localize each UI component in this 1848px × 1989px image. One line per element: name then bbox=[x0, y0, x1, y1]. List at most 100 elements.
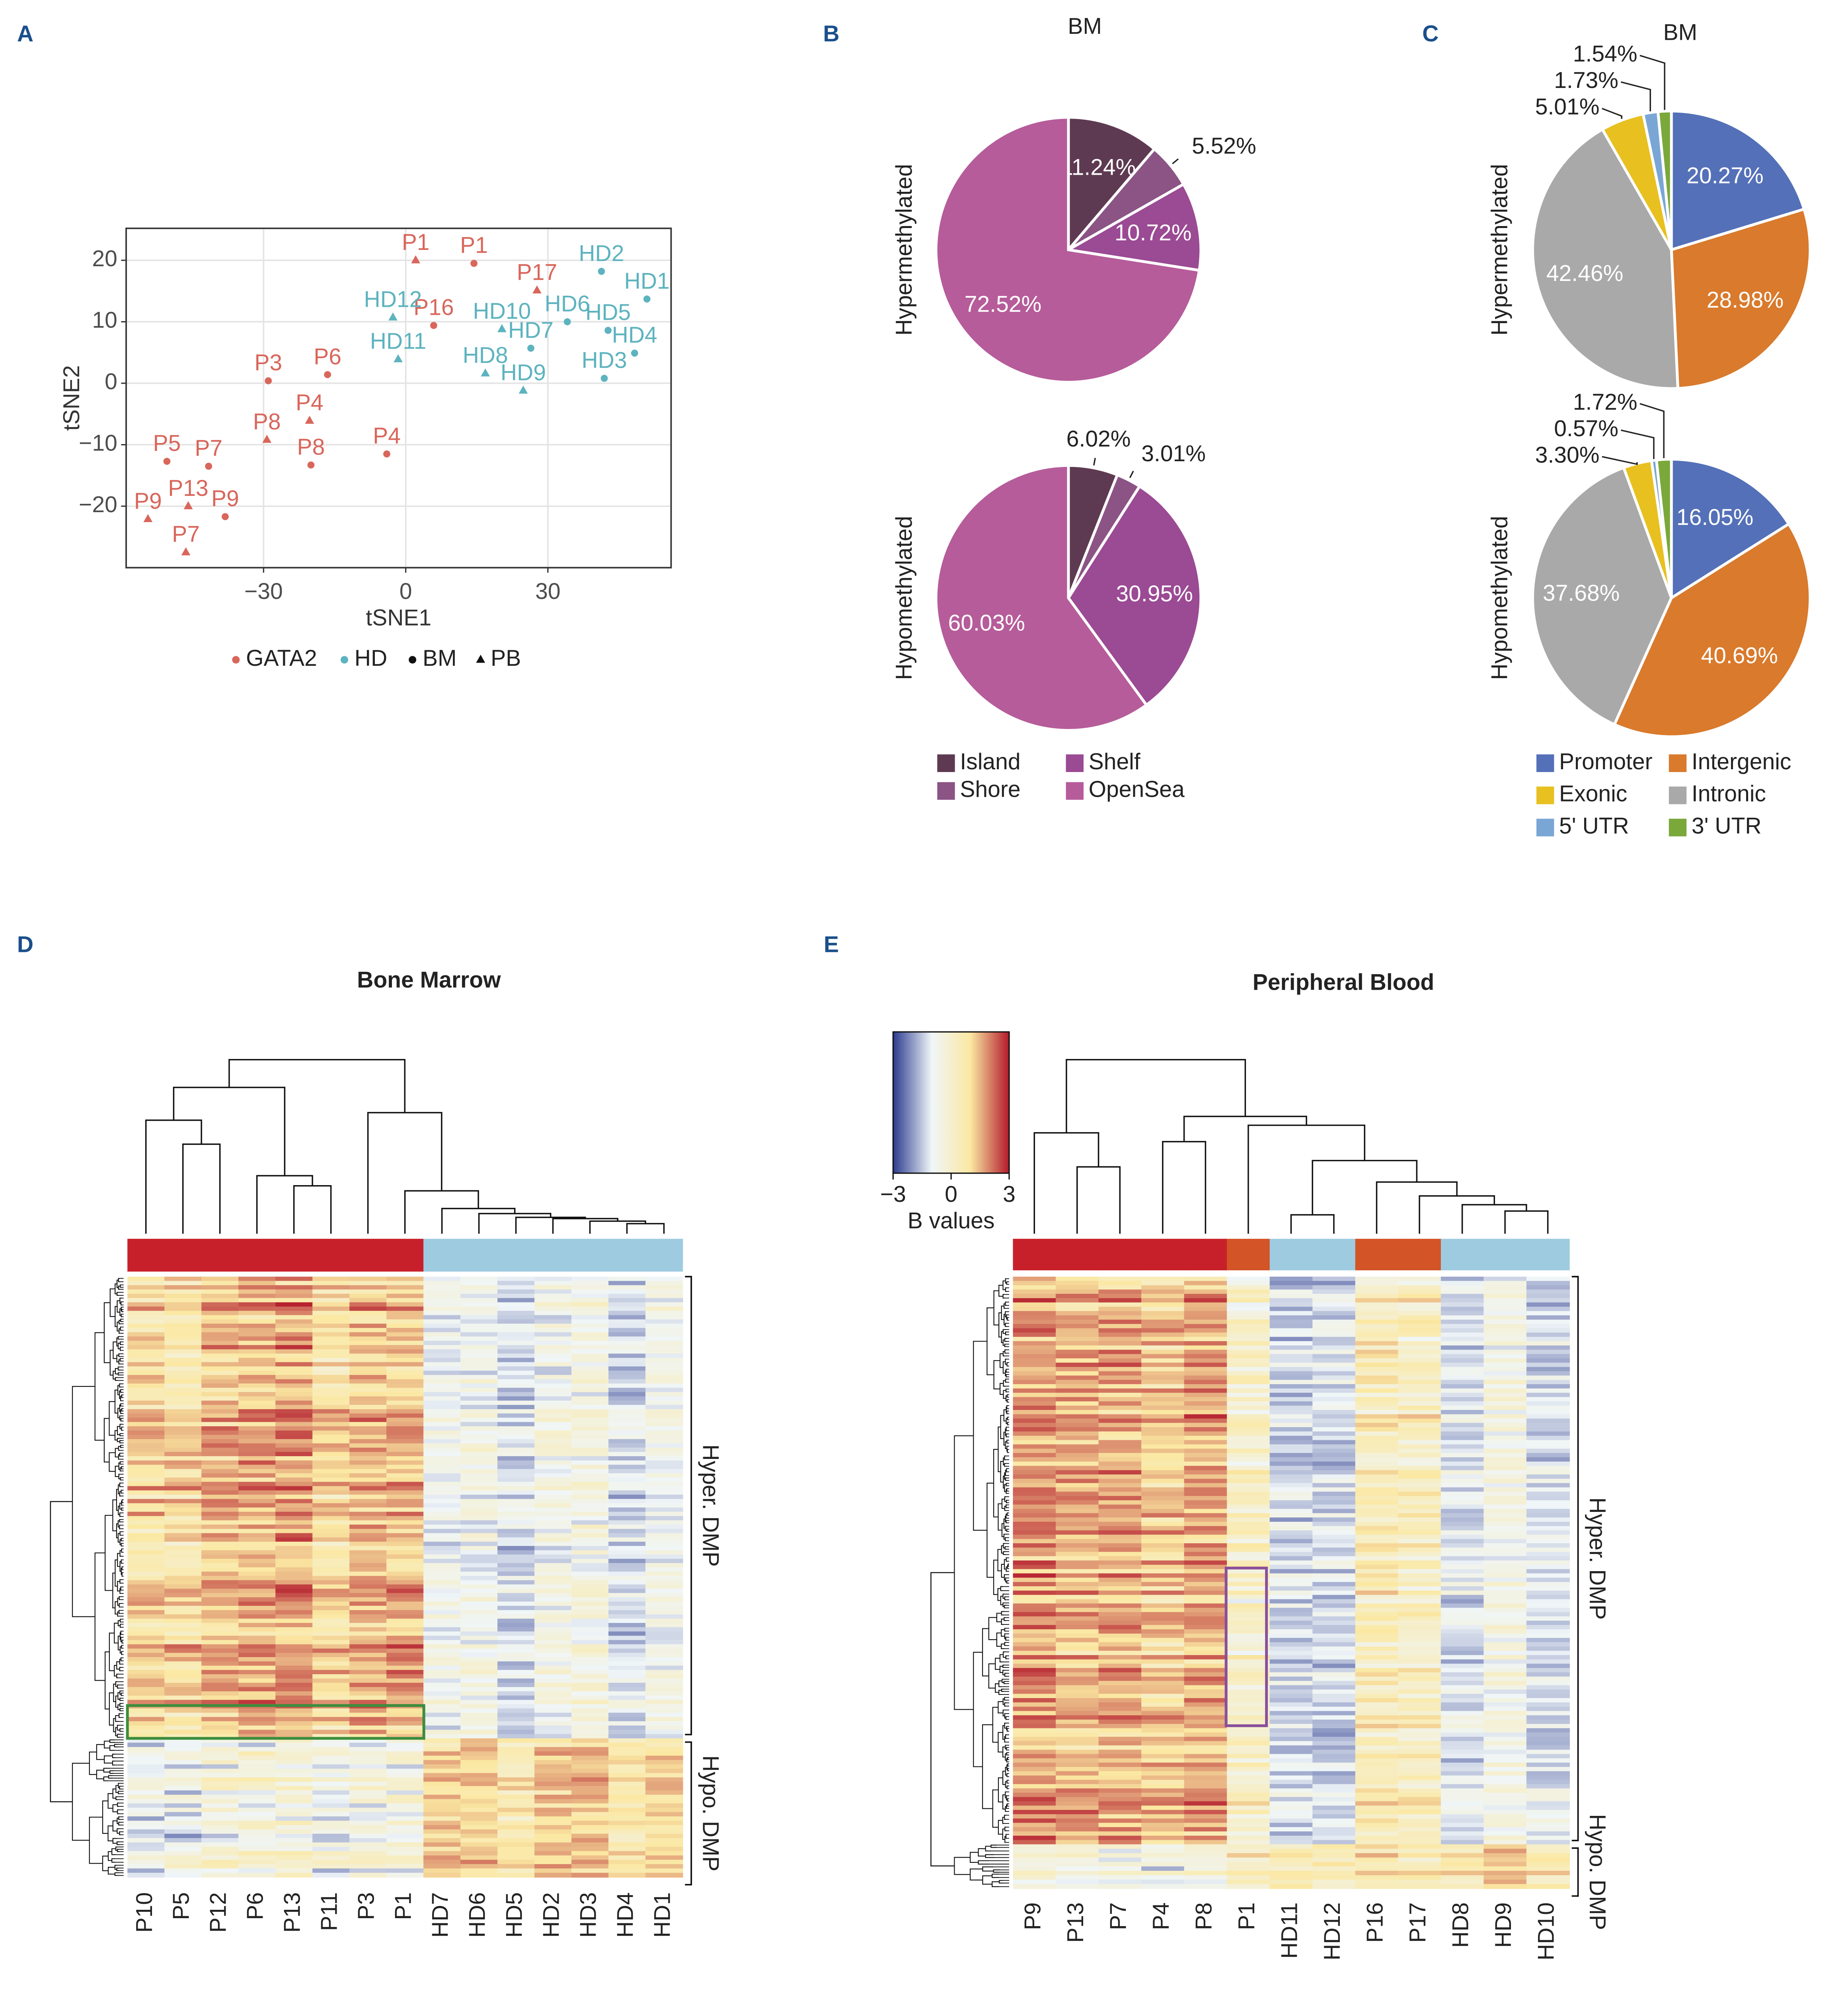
heatmap-cell bbox=[1056, 1784, 1099, 1789]
heatmap-cell bbox=[1269, 1444, 1313, 1449]
heatmap-cell bbox=[386, 1821, 424, 1826]
heatmap-cell bbox=[164, 1388, 202, 1393]
heatmap-cell bbox=[608, 1324, 646, 1329]
heatmap-cell bbox=[1013, 1620, 1057, 1626]
heatmap-cell bbox=[275, 1589, 313, 1594]
heatmap-cell bbox=[1355, 1509, 1399, 1514]
heatmap-cell bbox=[1312, 1418, 1356, 1424]
heatmap-cell bbox=[460, 1511, 498, 1517]
heatmap-cell bbox=[386, 1409, 424, 1414]
heatmap-cell bbox=[1312, 1371, 1356, 1376]
heatmap-cell bbox=[608, 1499, 646, 1504]
heatmap-cell bbox=[275, 1855, 313, 1860]
heatmap-cell bbox=[275, 1794, 313, 1800]
heatmap-cell bbox=[1355, 1332, 1399, 1338]
heatmap-cell bbox=[201, 1851, 239, 1856]
heatmap-cell bbox=[497, 1293, 535, 1299]
heatmap-cell bbox=[1184, 1689, 1228, 1695]
heatmap-cell bbox=[1526, 1444, 1570, 1449]
heatmap-cell bbox=[534, 1708, 572, 1713]
heatmap-cell bbox=[1056, 1358, 1099, 1363]
heatmap-cell bbox=[164, 1631, 202, 1636]
heatmap-cell bbox=[1227, 1388, 1271, 1393]
heatmap-cell bbox=[1141, 1578, 1185, 1583]
heatmap-cell bbox=[312, 1537, 350, 1542]
heatmap-cell bbox=[275, 1499, 313, 1504]
heatmap-cell bbox=[1269, 1530, 1313, 1535]
heatmap-cell bbox=[1269, 1470, 1313, 1475]
heatmap-cell bbox=[1441, 1780, 1484, 1785]
heatmap-cell bbox=[1269, 1496, 1313, 1501]
heatmap-cell bbox=[497, 1413, 535, 1418]
heatmap-cell bbox=[1312, 1616, 1356, 1621]
heatmap-cell bbox=[1483, 1414, 1527, 1419]
heatmap-cell bbox=[1441, 1320, 1484, 1325]
dendrogram-branch bbox=[1066, 1059, 1246, 1133]
heatmap-cell bbox=[534, 1627, 572, 1632]
heatmap-cell bbox=[1056, 1844, 1099, 1849]
heatmap-cell bbox=[127, 1379, 165, 1384]
heatmap-cell bbox=[1269, 1749, 1313, 1755]
heatmap-cell bbox=[608, 1576, 646, 1581]
heatmap-cell bbox=[534, 1473, 572, 1478]
heatmap-cell bbox=[1141, 1875, 1185, 1880]
heatmap-cell bbox=[238, 1447, 276, 1453]
heatmap-cell bbox=[1312, 1521, 1356, 1527]
heatmap-cell bbox=[275, 1546, 313, 1551]
heatmap-cell bbox=[1184, 1492, 1228, 1497]
heatmap-cell bbox=[238, 1627, 276, 1632]
heatmap-cell bbox=[423, 1691, 461, 1696]
heatmap-cell bbox=[645, 1396, 683, 1401]
heatmap-cell bbox=[1056, 1840, 1099, 1845]
heatmap-cell bbox=[1056, 1685, 1099, 1690]
column-annotation bbox=[386, 1238, 424, 1272]
heatmap-cell bbox=[534, 1576, 572, 1581]
heatmap-cell bbox=[1526, 1341, 1570, 1346]
heatmap-cell bbox=[201, 1298, 239, 1303]
heatmap-cell bbox=[460, 1631, 498, 1636]
heatmap-cell bbox=[497, 1786, 535, 1791]
heatmap-cell bbox=[534, 1302, 572, 1307]
heatmap-cell bbox=[312, 1799, 350, 1804]
heatmap-cell bbox=[1098, 1823, 1142, 1828]
heatmap-cell bbox=[1056, 1539, 1099, 1544]
heatmap-cell bbox=[349, 1576, 387, 1581]
heatmap-cell bbox=[1141, 1306, 1185, 1312]
heatmap-cell bbox=[164, 1808, 202, 1813]
heatmap-cell bbox=[1013, 1478, 1057, 1484]
heatmap-cell bbox=[275, 1825, 313, 1830]
heatmap-cell bbox=[201, 1558, 239, 1564]
heatmap-cell bbox=[608, 1550, 646, 1555]
heatmap-cell bbox=[164, 1695, 202, 1700]
heatmap-cell bbox=[1312, 1341, 1356, 1346]
heatmap-cell bbox=[201, 1353, 239, 1359]
heatmap-cell bbox=[275, 1623, 313, 1628]
heatmap-cell bbox=[1184, 1328, 1228, 1333]
heatmap-cell bbox=[275, 1670, 313, 1675]
heatmap-cell bbox=[238, 1803, 276, 1808]
heatmap-cell bbox=[534, 1550, 572, 1555]
column-annotation bbox=[1526, 1238, 1570, 1271]
heatmap-cell bbox=[1355, 1642, 1399, 1647]
heatmap-cell bbox=[1483, 1866, 1527, 1872]
heatmap-cell bbox=[423, 1516, 461, 1521]
heatmap-cell bbox=[1355, 1875, 1399, 1880]
heatmap-cell bbox=[127, 1366, 165, 1371]
heatmap-cell bbox=[534, 1285, 572, 1290]
heatmap-cell bbox=[386, 1816, 424, 1821]
heatmap-cell bbox=[386, 1503, 424, 1508]
heatmap-cell bbox=[1269, 1792, 1313, 1798]
heatmap-cell bbox=[1483, 1345, 1527, 1350]
heatmap-cell bbox=[386, 1396, 424, 1401]
heatmap-cell bbox=[275, 1691, 313, 1696]
heatmap-cell bbox=[423, 1310, 461, 1316]
heatmap-cell bbox=[1526, 1560, 1570, 1566]
value-label: 60.03% bbox=[948, 610, 1025, 636]
heatmap-cell bbox=[275, 1747, 313, 1752]
heatmap-cell bbox=[1098, 1715, 1142, 1720]
heatmap-cell bbox=[201, 1541, 239, 1546]
heatmap-cell bbox=[238, 1494, 276, 1500]
heatmap-cell bbox=[460, 1405, 498, 1410]
dendrogram-branch bbox=[117, 1817, 119, 1824]
dendrogram-branch bbox=[112, 1753, 116, 1758]
